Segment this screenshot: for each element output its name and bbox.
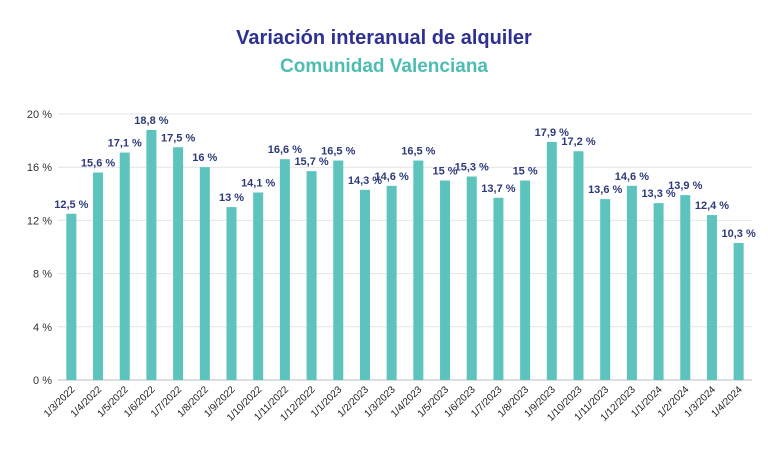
bar <box>520 180 531 380</box>
bar <box>600 199 611 380</box>
bar <box>706 215 717 380</box>
bar <box>279 159 290 380</box>
data-label: 17,2 % <box>561 136 595 148</box>
bar <box>306 171 317 380</box>
bar <box>466 176 477 380</box>
data-label: 17,5 % <box>161 132 195 144</box>
chart-subtitle: Comunidad Valenciana <box>280 56 488 77</box>
bar <box>253 192 264 380</box>
bar <box>173 147 184 380</box>
bar <box>573 151 584 380</box>
data-label: 15 % <box>513 166 538 178</box>
bar <box>653 203 664 380</box>
data-label: 14,3 % <box>348 175 382 187</box>
data-label: 13,3 % <box>641 188 675 200</box>
data-label: 13,9 % <box>668 180 702 192</box>
y-tick-label: 0 % <box>33 375 52 387</box>
data-label: 15,3 % <box>455 162 489 174</box>
x-axis-ticks: 1/3/20221/4/20221/5/20221/6/20221/7/2022… <box>42 384 745 424</box>
bar <box>680 195 691 380</box>
bar <box>359 189 370 380</box>
data-label: 13,7 % <box>481 183 515 195</box>
data-label: 15,6 % <box>81 158 115 170</box>
y-axis-ticks: 0 % 4 % 8 % 12 % 16 % 20 % <box>27 109 52 387</box>
data-label: 17,1 % <box>108 138 142 150</box>
data-label: 16,5 % <box>321 146 355 158</box>
data-label: 13 % <box>219 192 244 204</box>
bar <box>440 180 451 380</box>
bar <box>226 207 237 380</box>
bar <box>546 141 557 380</box>
bar <box>733 243 744 380</box>
data-label: 13,6 % <box>588 184 622 196</box>
data-label: 16,5 % <box>401 146 435 158</box>
bar <box>119 152 130 380</box>
y-tick-label: 4 % <box>33 322 52 334</box>
bar <box>66 213 77 380</box>
bar <box>626 185 637 380</box>
data-label: 16 % <box>192 152 217 164</box>
data-labels: 12,5 % 15,6 % 17,1 % 18,8 % 17,5 % 16 % 13 % 14… <box>54 115 756 240</box>
chart-title: Variación interanual de alquiler <box>236 27 532 49</box>
data-label: 12,4 % <box>695 200 729 212</box>
data-label: 14,1 % <box>241 177 275 189</box>
bar <box>93 172 104 380</box>
bar <box>146 129 157 380</box>
bar <box>333 160 344 380</box>
data-label: 17,9 % <box>535 127 569 139</box>
data-label: 15 % <box>432 166 457 178</box>
y-tick-label: 8 % <box>33 269 52 281</box>
bar <box>413 160 424 380</box>
y-tick-label: 20 % <box>27 109 52 121</box>
y-tick-label: 16 % <box>27 162 52 174</box>
data-label: 10,3 % <box>722 228 756 240</box>
bars <box>66 129 744 380</box>
data-label: 15,7 % <box>294 156 328 168</box>
data-label: 16,6 % <box>268 144 302 156</box>
y-tick-label: 12 % <box>27 215 52 227</box>
data-label: 14,6 % <box>615 171 649 183</box>
bar <box>493 197 504 380</box>
data-label: 12,5 % <box>54 199 88 211</box>
bar <box>386 185 397 380</box>
data-label: 14,6 % <box>375 171 409 183</box>
data-label: 18,8 % <box>134 115 168 127</box>
bar <box>199 167 210 380</box>
